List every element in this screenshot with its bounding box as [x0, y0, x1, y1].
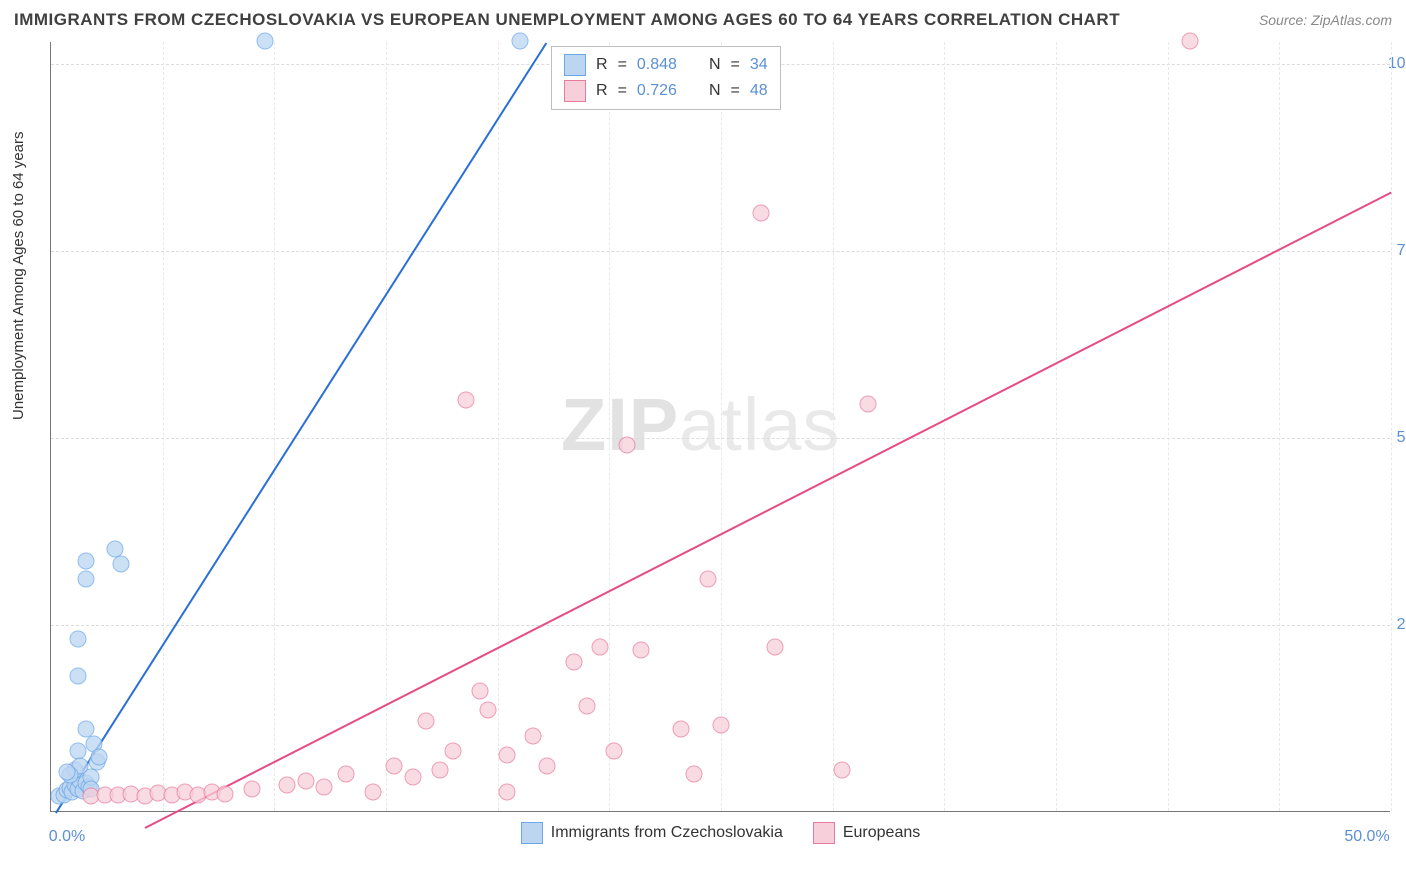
scatter-point: [91, 749, 108, 766]
grid-line-v: [163, 42, 164, 811]
legend-n-value: 48: [750, 82, 768, 100]
scatter-point: [699, 571, 716, 588]
scatter-point: [77, 571, 94, 588]
source-label: Source: ZipAtlas.com: [1259, 12, 1392, 28]
trend-line: [144, 192, 1391, 829]
scatter-point: [471, 683, 488, 700]
grid-line-v: [1279, 42, 1280, 811]
scatter-point: [458, 391, 475, 408]
legend-n-label: N: [709, 56, 721, 74]
scatter-point: [592, 638, 609, 655]
scatter-point: [713, 717, 730, 734]
chart-header: IMMIGRANTS FROM CZECHOSLOVAKIA VS EUROPE…: [14, 10, 1392, 30]
y-axis-title: Unemployment Among Ages 60 to 64 years: [10, 131, 27, 420]
correlation-legend: R=0.848N=34R=0.726N=48: [551, 46, 781, 110]
scatter-point: [479, 702, 496, 719]
scatter-point: [672, 720, 689, 737]
legend-row: R=0.726N=48: [564, 78, 768, 104]
scatter-point: [538, 758, 555, 775]
scatter-point: [579, 698, 596, 715]
grid-line-v: [833, 42, 834, 811]
legend-swatch: [564, 54, 586, 76]
series-name: Immigrants from Czechoslovakia: [551, 824, 783, 842]
legend-n-label: N: [709, 82, 721, 100]
scatter-point: [386, 758, 403, 775]
scatter-point: [1182, 33, 1199, 50]
scatter-point: [565, 653, 582, 670]
scatter-point: [512, 33, 529, 50]
grid-line-v: [274, 42, 275, 811]
scatter-point: [686, 765, 703, 782]
scatter-point: [860, 395, 877, 412]
scatter-point: [257, 33, 274, 50]
scatter-point: [766, 638, 783, 655]
grid-line-v: [609, 42, 610, 811]
grid-line-v: [1391, 42, 1392, 811]
series-legend: Immigrants from Czechoslovakia Europeans: [51, 822, 1390, 844]
legend-row: R=0.848N=34: [564, 52, 768, 78]
scatter-point: [112, 556, 129, 573]
scatter-point: [431, 761, 448, 778]
scatter-point: [833, 761, 850, 778]
scatter-point: [632, 642, 649, 659]
scatter-point: [364, 784, 381, 801]
scatter-point: [69, 631, 86, 648]
series-name: Europeans: [843, 824, 920, 842]
scatter-point: [337, 765, 354, 782]
grid-line-v: [721, 42, 722, 811]
grid-line-v: [1168, 42, 1169, 811]
scatter-point: [316, 779, 333, 796]
plot-area: ZIPatlas 25.0%50.0%75.0%100.0%0.0%50.0%R…: [50, 42, 1390, 812]
chart-title: IMMIGRANTS FROM CZECHOSLOVAKIA VS EUROPE…: [14, 10, 1120, 30]
legend-swatch: [564, 80, 586, 102]
scatter-point: [69, 668, 86, 685]
grid-line-v: [386, 42, 387, 811]
scatter-point: [77, 552, 94, 569]
scatter-point: [297, 773, 314, 790]
series-legend-item: Immigrants from Czechoslovakia: [521, 822, 783, 844]
scatter-point: [753, 204, 770, 221]
legend-r-value: 0.726: [637, 82, 677, 100]
scatter-point: [498, 746, 515, 763]
scatter-point: [244, 780, 261, 797]
legend-r-label: R: [596, 82, 608, 100]
scatter-point: [605, 743, 622, 760]
y-tick-label: 75.0%: [1397, 242, 1406, 260]
series-legend-item: Europeans: [813, 822, 920, 844]
grid-line-v: [944, 42, 945, 811]
scatter-point: [278, 776, 295, 793]
legend-r-value: 0.848: [637, 56, 677, 74]
grid-line-v: [498, 42, 499, 811]
grid-line-v: [1056, 42, 1057, 811]
scatter-point: [498, 784, 515, 801]
scatter-point: [619, 436, 636, 453]
scatter-point: [217, 785, 234, 802]
watermark: ZIPatlas: [561, 382, 840, 467]
legend-r-label: R: [596, 56, 608, 74]
scatter-point: [418, 713, 435, 730]
legend-swatch: [813, 822, 835, 844]
legend-n-value: 34: [750, 56, 768, 74]
scatter-point: [59, 764, 76, 781]
legend-swatch: [521, 822, 543, 844]
y-tick-label: 50.0%: [1397, 429, 1406, 447]
y-tick-label: 25.0%: [1397, 616, 1406, 634]
scatter-point: [445, 743, 462, 760]
scatter-point: [404, 769, 421, 786]
scatter-point: [525, 728, 542, 745]
